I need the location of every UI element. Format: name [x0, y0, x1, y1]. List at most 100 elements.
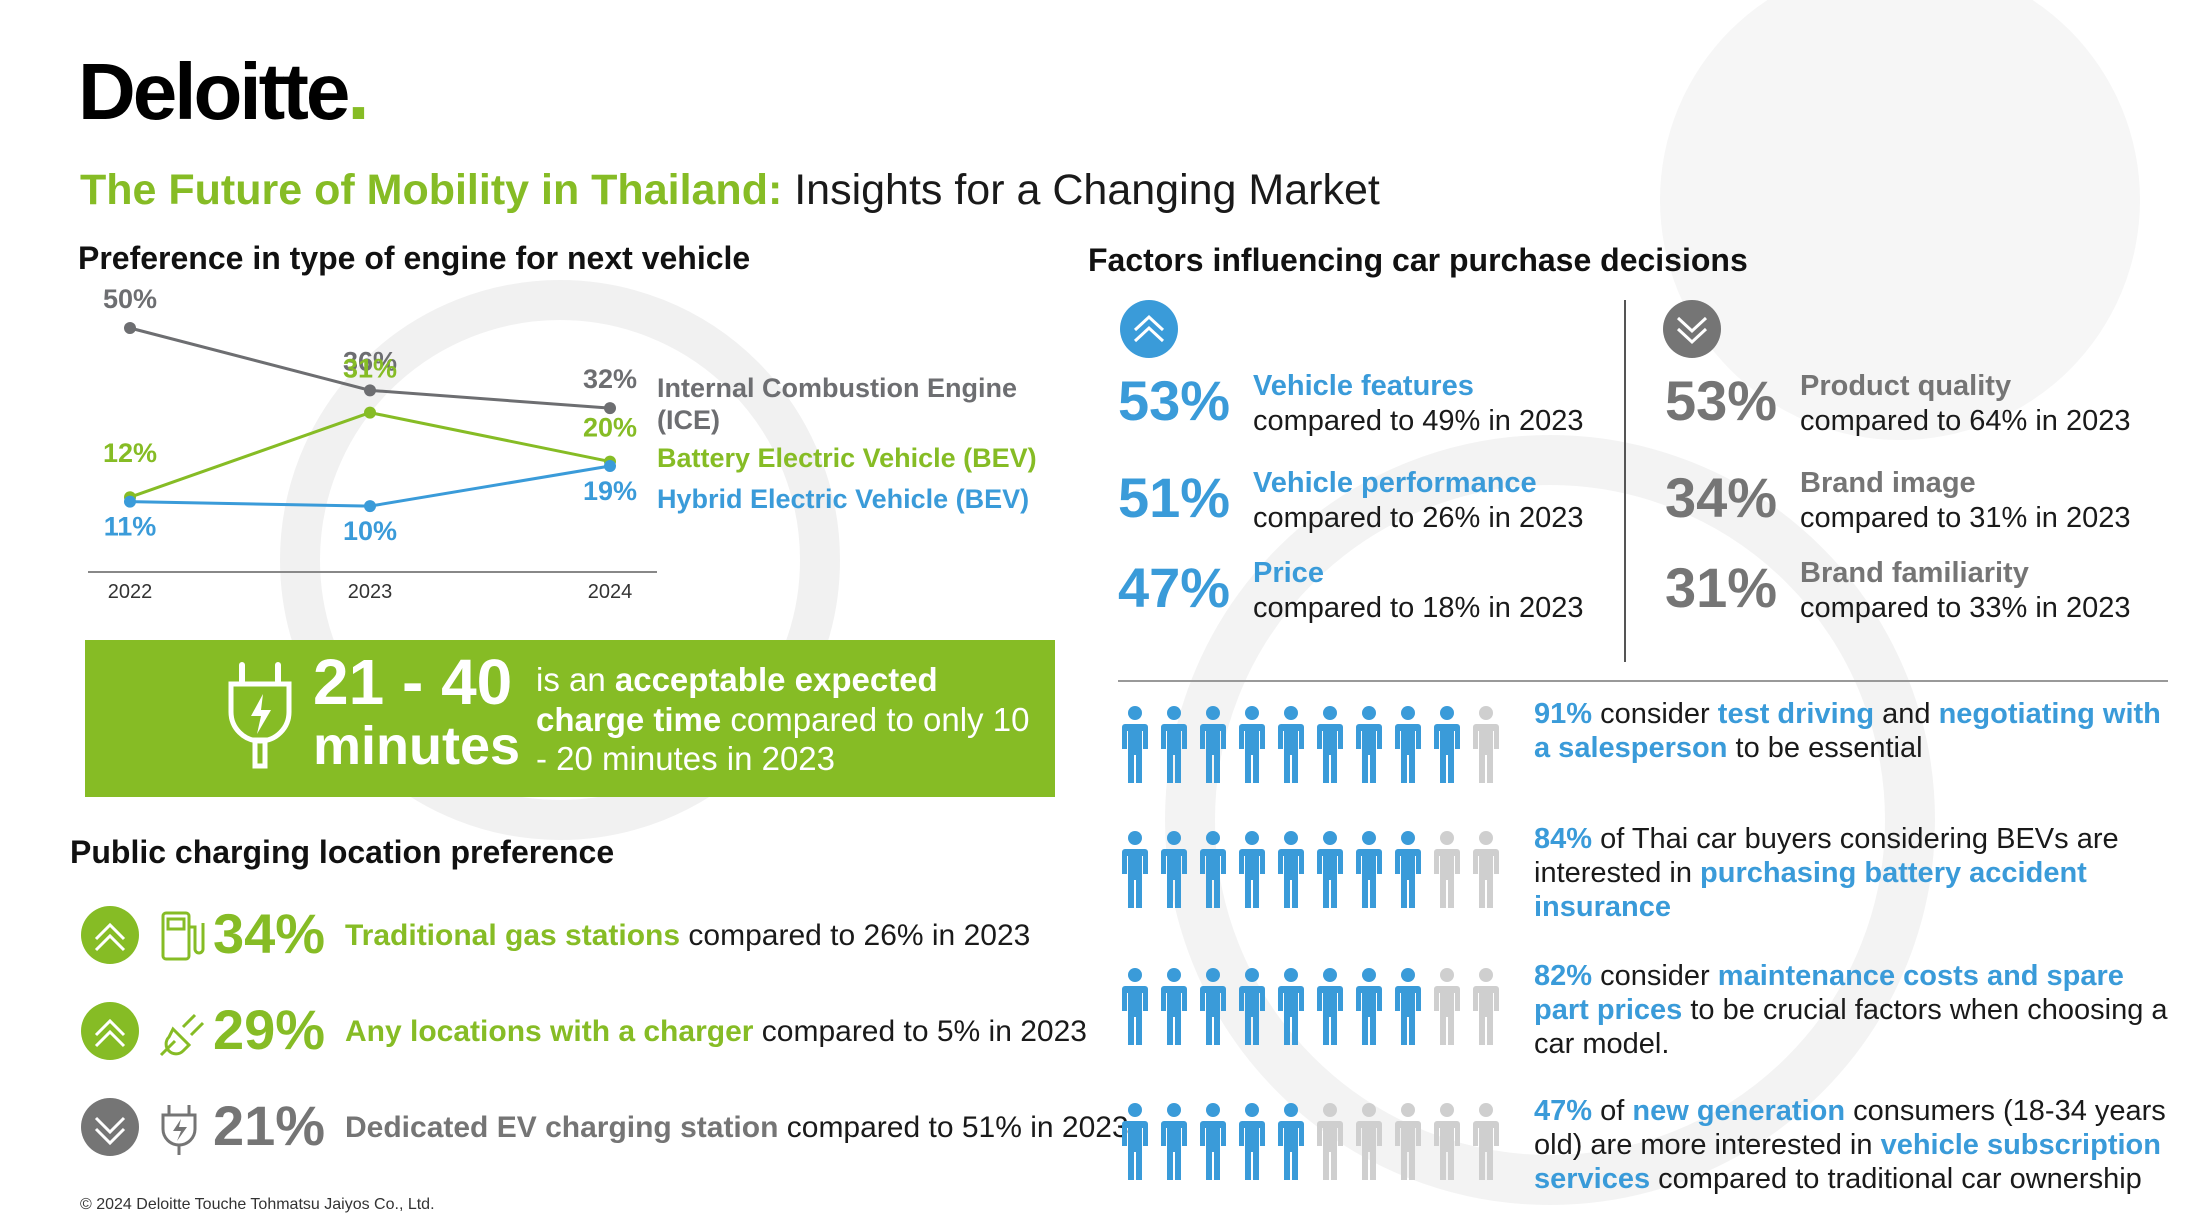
people-icon-row — [1122, 831, 1499, 908]
x-tick-label: 2022 — [108, 581, 153, 603]
charging-location-row: 29% Any locations with a charger compared… — [80, 998, 1140, 1071]
factor-pct: 47% — [1118, 556, 1231, 619]
charging-location-row: 34% Traditional gas stations compared to … — [80, 902, 1140, 975]
factor-compare: compared to 49% in 2023 — [1253, 405, 1584, 437]
people-stat-text: 91% consider test driving and negotiatin… — [1534, 698, 2184, 766]
factor-name: Price — [1253, 557, 1324, 589]
charging-label: Any locations with a charger — [345, 1015, 754, 1048]
data-point — [364, 500, 376, 513]
stat-highlight: purchasing battery accident insurance — [1534, 856, 2087, 923]
trend-up-icon — [81, 906, 139, 964]
ev-charger-icon — [161, 1105, 197, 1155]
data-label: 32% — [583, 364, 637, 394]
ev-plug-icon — [228, 662, 292, 769]
charge-time-unit: minutes — [313, 716, 521, 776]
data-label: 36% — [343, 346, 397, 376]
legend-bev: Battery Electric Vehicle (BEV) — [657, 443, 1037, 473]
charge-text-post: compared to only 10 - 20 minutes in 2023 — [536, 700, 1030, 778]
plug-icon — [159, 1013, 205, 1057]
charging-location-heading: Public charging location preference — [70, 834, 615, 870]
people-stat-text: 84% of Thai car buyers considering BEVs … — [1534, 823, 2184, 925]
stat-highlight: 82% — [1534, 960, 1593, 992]
factor-pct: 31% — [1665, 556, 1778, 619]
engine-line-chart: 2022 2023 2024 50% 36% 32% 12% 31% 20% 11% 10% 19% — [88, 284, 657, 603]
stat-text: consider — [1592, 698, 1718, 730]
stat-highlight: 84% — [1534, 823, 1593, 855]
data-label: 19% — [583, 476, 637, 506]
footer-copyright: © 2024 Deloitte Touche Tohmatsu Jaiyos C… — [80, 1196, 435, 1213]
charging-pct: 21% — [213, 1094, 326, 1157]
charge-text-pre: is an — [536, 661, 615, 698]
factors-divider — [1624, 300, 1626, 662]
factor-name: Vehicle performance — [1253, 467, 1537, 499]
stat-highlight: 91% — [1534, 698, 1593, 730]
stat-highlight: 47% — [1534, 1095, 1593, 1127]
data-point — [604, 402, 616, 415]
charging-description: Any locations with a charger compared to… — [345, 1015, 1087, 1049]
legend-ice-line1: Internal Combustion Engine — [657, 373, 1018, 403]
stat-highlight: test driving — [1717, 698, 1875, 730]
factor-compare: compared to 33% in 2023 — [1800, 592, 2131, 624]
series-line — [129, 411, 611, 499]
decrease-chevron-icon — [1663, 300, 1721, 358]
stat-highlight: maintenance costs and spare part prices — [1534, 960, 2124, 1026]
factor-compare: compared to 31% in 2023 — [1800, 502, 2131, 534]
charging-description: Traditional gas stations compared to 26%… — [345, 919, 1030, 953]
charging-location-row: 21% Dedicated EV charging station compare… — [80, 1094, 1140, 1167]
increase-chevron-icon — [1120, 300, 1178, 358]
data-label: 20% — [583, 413, 637, 443]
legend-ice-line2: (ICE) — [657, 405, 720, 436]
people-stat-text: 47% of new generation consumers (18-34 y… — [1534, 1095, 2184, 1197]
gas-pump-icon — [161, 911, 205, 961]
factor-name: Brand familiarity — [1800, 557, 2029, 589]
factor-name: Vehicle features — [1253, 370, 1474, 402]
stat-highlight: new generation — [1632, 1095, 1846, 1127]
stat-text: consider — [1592, 960, 1718, 992]
factor-name: Product quality — [1800, 370, 2012, 402]
people-icon-row — [1122, 1103, 1499, 1180]
stat-text: and — [1874, 698, 1939, 730]
factor-compare: compared to 26% in 2023 — [1253, 502, 1584, 534]
data-point — [604, 460, 616, 473]
factor-pct: 34% — [1665, 466, 1778, 529]
section-divider — [1118, 680, 2168, 682]
data-label: 12% — [103, 438, 157, 468]
legend-hev: Hybrid Electric Vehicle (BEV) — [657, 484, 1030, 514]
charge-time-banner — [85, 640, 1055, 797]
stat-highlight: vehicle subscription services — [1534, 1128, 2161, 1195]
data-point — [124, 322, 136, 334]
factor-pct: 53% — [1665, 369, 1778, 432]
charging-pct: 34% — [213, 902, 326, 965]
data-point — [124, 495, 136, 508]
x-tick-label: 2024 — [588, 581, 633, 603]
factor-pct: 51% — [1118, 466, 1231, 529]
charge-time-description: is an acceptable expected charge time co… — [536, 660, 1036, 779]
charge-time-value: 21 - 40 — [313, 646, 513, 718]
charging-compare: compared to 26% in 2023 — [680, 919, 1031, 952]
factor-pct: 53% — [1118, 369, 1231, 432]
data-point — [364, 406, 376, 419]
legend-ice: Internal Combustion Engine (ICE) — [657, 372, 1017, 437]
factor-name: Brand image — [1800, 467, 1976, 499]
stat-highlight: negotiating with a salesperson — [1534, 698, 2161, 764]
charging-compare: compared to 51% in 2023 — [778, 1111, 1129, 1144]
page-title: The Future of Mobility in Thailand: Insi… — [80, 166, 1380, 215]
charging-compare: compared to 5% in 2023 — [753, 1015, 1087, 1048]
data-label: 11% — [104, 512, 157, 542]
people-icon-row — [1122, 706, 1499, 783]
charging-description: Dedicated EV charging station compared t… — [345, 1111, 1129, 1145]
stat-text: of — [1592, 1095, 1633, 1127]
charging-label: Dedicated EV charging station — [345, 1111, 779, 1144]
stat-text: compared to traditional car ownership — [1650, 1162, 2142, 1195]
deloitte-logo: Deloitte. — [78, 47, 370, 136]
data-label: 50% — [103, 284, 157, 314]
charging-pct: 29% — [213, 998, 326, 1061]
x-tick-label: 2023 — [348, 581, 393, 603]
title-highlight: The Future of Mobility in Thailand: — [80, 166, 783, 214]
stat-text: to be essential — [1727, 731, 1923, 764]
stat-text: of Thai car buyers considering BEVs are … — [1534, 823, 2119, 889]
charge-text-bold: acceptable expected charge time — [536, 661, 938, 738]
factor-compare: compared to 64% in 2023 — [1800, 405, 2131, 437]
data-label: 31% — [343, 354, 397, 384]
factors-heading: Factors influencing car purchase decisio… — [1088, 242, 1748, 278]
